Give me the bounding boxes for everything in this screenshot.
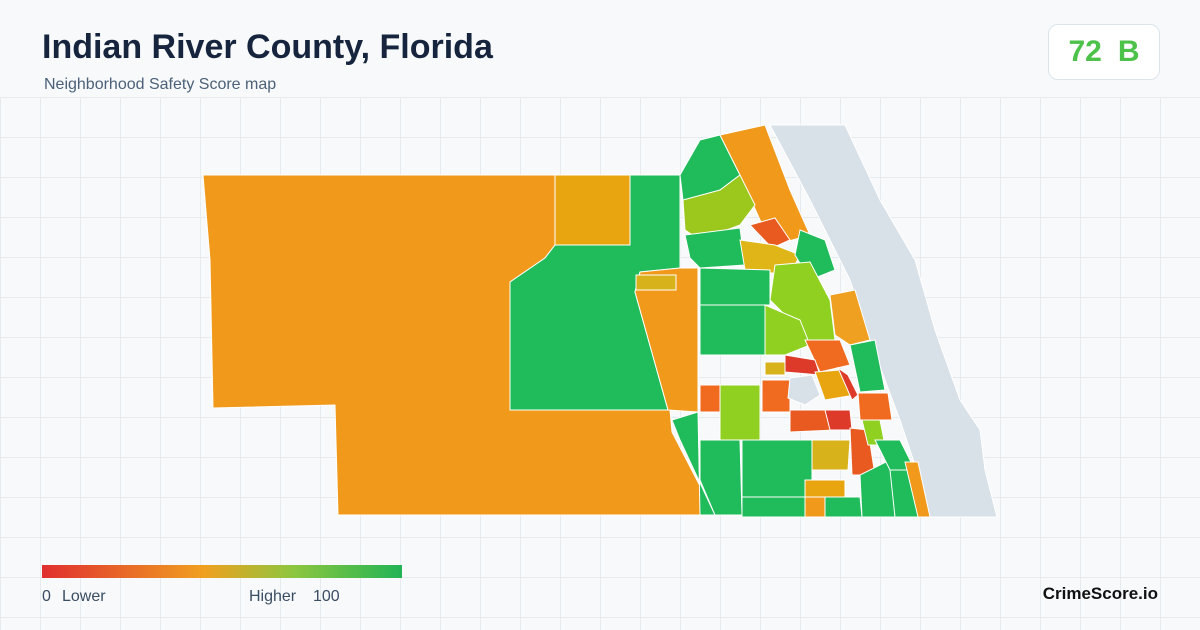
region xyxy=(811,439,851,471)
region xyxy=(904,461,931,518)
region xyxy=(849,339,886,393)
region xyxy=(554,174,631,246)
region xyxy=(824,409,853,431)
region xyxy=(699,304,766,356)
legend-min-label: Lower xyxy=(62,588,106,605)
region xyxy=(699,439,743,516)
region xyxy=(741,439,813,498)
region xyxy=(857,392,893,421)
legend-min: 0 xyxy=(42,588,51,605)
region xyxy=(699,267,771,306)
region xyxy=(824,496,863,518)
region xyxy=(764,361,786,376)
region xyxy=(699,384,721,413)
title: Indian River County, Florida xyxy=(42,28,493,66)
region xyxy=(671,411,716,516)
region xyxy=(509,174,681,411)
score-value: 72 xyxy=(1068,35,1102,68)
score-badge: 72 B xyxy=(1048,24,1160,80)
region xyxy=(749,217,791,249)
region xyxy=(804,496,826,518)
brand: CrimeScore.io xyxy=(1042,584,1158,603)
legend-max: 100 xyxy=(313,588,340,605)
region xyxy=(719,384,761,441)
region xyxy=(804,479,846,498)
region xyxy=(635,274,677,291)
lake xyxy=(787,374,821,406)
region xyxy=(764,304,811,356)
region xyxy=(741,496,806,518)
region xyxy=(684,227,746,269)
region xyxy=(682,174,756,241)
region xyxy=(761,379,791,413)
score-grade: B xyxy=(1117,35,1140,68)
legend-gradient xyxy=(42,565,402,578)
legend-max-label: Higher xyxy=(249,588,297,605)
subtitle: Neighborhood Safety Score map xyxy=(44,76,277,93)
